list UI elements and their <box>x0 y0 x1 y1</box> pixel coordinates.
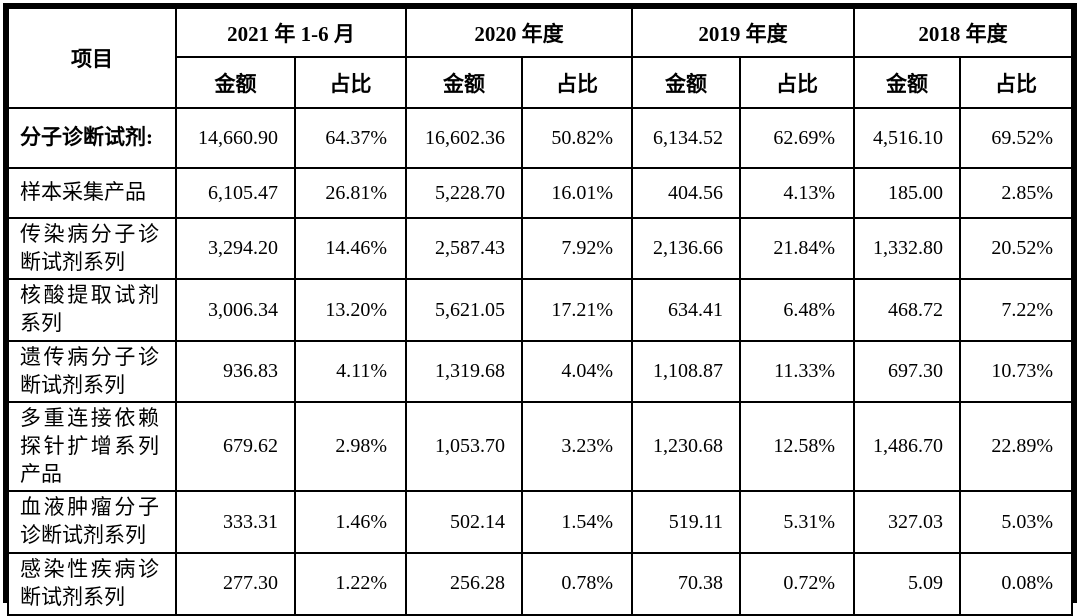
financial-table-container: 项目 2021 年 1-6 月 2020 年度 2019 年度 2018 年度 … <box>3 3 1077 616</box>
ratio-cell: 0.78% <box>521 551 633 616</box>
ratio-cell: 62.69% <box>739 107 855 169</box>
amount-cell: 2,587.43 <box>405 216 523 281</box>
ratio-cell: 7.92% <box>521 216 633 281</box>
header-amount: 金额 <box>853 56 961 109</box>
row-label: 核酸提取试剂系列 <box>7 278 177 342</box>
ratio-cell: 5.31% <box>739 490 855 554</box>
ratio-cell: 50.82% <box>521 107 633 169</box>
measure-header-row: 金额 占比 金额 占比 金额 占比 金额 占比 <box>8 56 1073 109</box>
amount-cell: 16,602.36 <box>405 107 523 169</box>
header-period-2018: 2018 年度 <box>853 7 1073 58</box>
header-ratio: 占比 <box>739 56 855 109</box>
header-item: 项目 <box>7 7 177 109</box>
header-ratio: 占比 <box>294 56 407 109</box>
table-row: 感染性疾病诊断试剂系列 277.30 1.22% 256.28 0.78% 70.38 0.… <box>7 551 1073 616</box>
amount-cell: 1,108.87 <box>631 339 741 404</box>
ratio-cell: 64.37% <box>294 107 407 169</box>
ratio-cell: 2.85% <box>959 167 1073 219</box>
header-ratio: 占比 <box>521 56 633 109</box>
ratio-cell: 69.52% <box>959 107 1073 169</box>
amount-cell: 6,134.52 <box>631 107 741 169</box>
header-amount: 金额 <box>405 56 523 109</box>
amount-cell: 3,294.20 <box>175 216 296 281</box>
amount-cell: 697.30 <box>853 339 961 404</box>
amount-cell: 936.83 <box>175 339 296 404</box>
ratio-cell: 5.03% <box>959 490 1073 554</box>
amount-cell: 1,332.80 <box>853 216 961 281</box>
amount-cell: 4,516.10 <box>853 107 961 169</box>
ratio-cell: 4.04% <box>521 339 633 404</box>
row-label: 样本采集产品 <box>7 167 177 219</box>
amount-cell: 6,105.47 <box>175 167 296 219</box>
ratio-cell: 11.33% <box>739 339 855 404</box>
ratio-cell: 0.72% <box>739 551 855 616</box>
amount-cell: 327.03 <box>853 490 961 554</box>
amount-cell: 2,136.66 <box>631 216 741 281</box>
header-amount: 金额 <box>631 56 741 109</box>
ratio-cell: 4.13% <box>739 167 855 219</box>
table-row: 血液肿瘤分子诊断试剂系列 333.31 1.46% 502.14 1.54% 519.11… <box>7 490 1073 554</box>
revenue-breakdown-table: 项目 2021 年 1-6 月 2020 年度 2019 年度 2018 年度 … <box>7 7 1073 616</box>
amount-cell: 1,319.68 <box>405 339 523 404</box>
amount-cell: 70.38 <box>631 551 741 616</box>
table-row: 遗传病分子诊断试剂系列 936.83 4.11% 1,319.68 4.04% 1,108… <box>7 339 1073 404</box>
amount-cell: 519.11 <box>631 490 741 554</box>
amount-cell: 404.56 <box>631 167 741 219</box>
row-label: 传染病分子诊断试剂系列 <box>7 216 177 281</box>
ratio-cell: 4.11% <box>294 339 407 404</box>
ratio-cell: 20.52% <box>959 216 1073 281</box>
table-row: 样本采集产品 6,105.47 26.81% 5,228.70 16.01% 404.56… <box>7 167 1073 219</box>
ratio-cell: 1.46% <box>294 490 407 554</box>
ratio-cell: 12.58% <box>739 401 855 493</box>
header-ratio: 占比 <box>959 56 1073 109</box>
ratio-cell: 6.48% <box>739 278 855 342</box>
ratio-cell: 17.21% <box>521 278 633 342</box>
ratio-cell: 14.46% <box>294 216 407 281</box>
row-label: 多重连接依赖探针扩增系列产品 <box>7 401 177 493</box>
amount-cell: 1,230.68 <box>631 401 741 493</box>
ratio-cell: 10.73% <box>959 339 1073 404</box>
ratio-cell: 1.54% <box>521 490 633 554</box>
period-header-row: 项目 2021 年 1-6 月 2020 年度 2019 年度 2018 年度 <box>7 7 1073 109</box>
header-period-2020: 2020 年度 <box>405 7 633 58</box>
amount-cell: 1,053.70 <box>405 401 523 493</box>
amount-cell: 5.09 <box>853 551 961 616</box>
header-period-2021h1: 2021 年 1-6 月 <box>175 7 407 58</box>
amount-cell: 277.30 <box>175 551 296 616</box>
ratio-cell: 7.22% <box>959 278 1073 342</box>
ratio-cell: 13.20% <box>294 278 407 342</box>
row-label: 血液肿瘤分子诊断试剂系列 <box>7 490 177 554</box>
table-body: 分子诊断试剂: 14,660.90 64.37% 16,602.36 50.82% 6,1… <box>7 107 1073 616</box>
amount-cell: 1,486.70 <box>853 401 961 493</box>
amount-cell: 185.00 <box>853 167 961 219</box>
table-row: 核酸提取试剂系列 3,006.34 13.20% 5,621.05 17.21% 634.… <box>7 278 1073 342</box>
ratio-cell: 2.98% <box>294 401 407 493</box>
table-header: 项目 2021 年 1-6 月 2020 年度 2019 年度 2018 年度 … <box>7 7 1073 109</box>
amount-cell: 5,228.70 <box>405 167 523 219</box>
amount-cell: 468.72 <box>853 278 961 342</box>
row-label: 遗传病分子诊断试剂系列 <box>7 339 177 404</box>
amount-cell: 5,621.05 <box>405 278 523 342</box>
amount-cell: 333.31 <box>175 490 296 554</box>
header-period-2019: 2019 年度 <box>631 7 855 58</box>
ratio-cell: 21.84% <box>739 216 855 281</box>
amount-cell: 14,660.90 <box>175 107 296 169</box>
amount-cell: 679.62 <box>175 401 296 493</box>
ratio-cell: 3.23% <box>521 401 633 493</box>
ratio-cell: 16.01% <box>521 167 633 219</box>
ratio-cell: 1.22% <box>294 551 407 616</box>
amount-cell: 634.41 <box>631 278 741 342</box>
ratio-cell: 26.81% <box>294 167 407 219</box>
amount-cell: 3,006.34 <box>175 278 296 342</box>
row-label: 分子诊断试剂: <box>7 107 177 169</box>
header-amount: 金额 <box>175 56 296 109</box>
table-row: 传染病分子诊断试剂系列 3,294.20 14.46% 2,587.43 7.92% 2,… <box>7 216 1073 281</box>
amount-cell: 502.14 <box>405 490 523 554</box>
table-row: 多重连接依赖探针扩增系列产品 679.62 2.98% 1,053.70 3.23% 1,… <box>7 401 1073 493</box>
ratio-cell: 22.89% <box>959 401 1073 493</box>
table-row: 分子诊断试剂: 14,660.90 64.37% 16,602.36 50.82% 6,1… <box>7 107 1073 169</box>
